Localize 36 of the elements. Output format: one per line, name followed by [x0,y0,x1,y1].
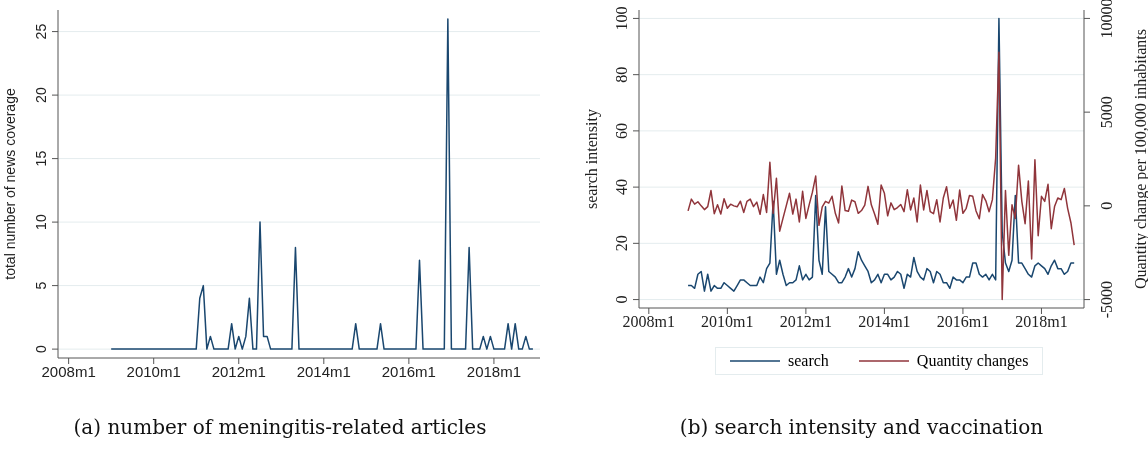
x-tick-label: 2012m1 [779,313,833,331]
y-axis-title: search intensity [582,109,601,209]
x-tick-label: 2014m1 [858,313,911,331]
x-tick-label: 2010m1 [126,362,181,380]
x-tick-label: 2018m1 [1015,313,1068,331]
y2-tick-label: 0 [1098,201,1115,210]
x-tick-label: 2018m1 [466,362,522,380]
y-tick-label: 80 [613,66,630,83]
line-series [110,18,534,350]
y-tick-label: 20 [33,87,49,103]
line-series [687,51,1075,301]
x-tick-label: 2014m1 [296,362,351,380]
y-tick-label: 25 [33,23,49,40]
x-tick-label: 2012m1 [211,362,266,380]
legend-label: search [788,352,829,370]
y-tick-label: 15 [33,150,49,167]
y-tick-label: 5 [33,281,49,290]
y-tick-label: 10 [33,214,49,230]
line-series [687,17,1075,292]
x-tick-label: 2008m1 [622,313,676,331]
x-tick-label: 2016m1 [936,313,990,331]
text: (b) search intensity and vaccination [678,415,1045,439]
legend-label: Quantity changes [916,352,1029,370]
y-tick-label: 20 [613,235,630,252]
y-tick-label: 40 [613,179,630,196]
y2-tick-label: -5000 [1098,280,1115,319]
y-tick-label: 0 [33,345,49,354]
y-tick-label: 0 [613,295,630,304]
x-tick-label: 2008m1 [41,362,96,380]
y-tick-label: 100 [613,6,630,31]
x-tick-label: 2010m1 [701,313,754,331]
text: (a) number of meningitis-related articles [72,415,488,439]
x-tick-label: 2016m1 [381,362,436,380]
y-axis-title: total number of news coverage [1,88,18,280]
y-tick-label: 60 [613,122,630,139]
y2-tick-label: 5000 [1098,96,1115,129]
